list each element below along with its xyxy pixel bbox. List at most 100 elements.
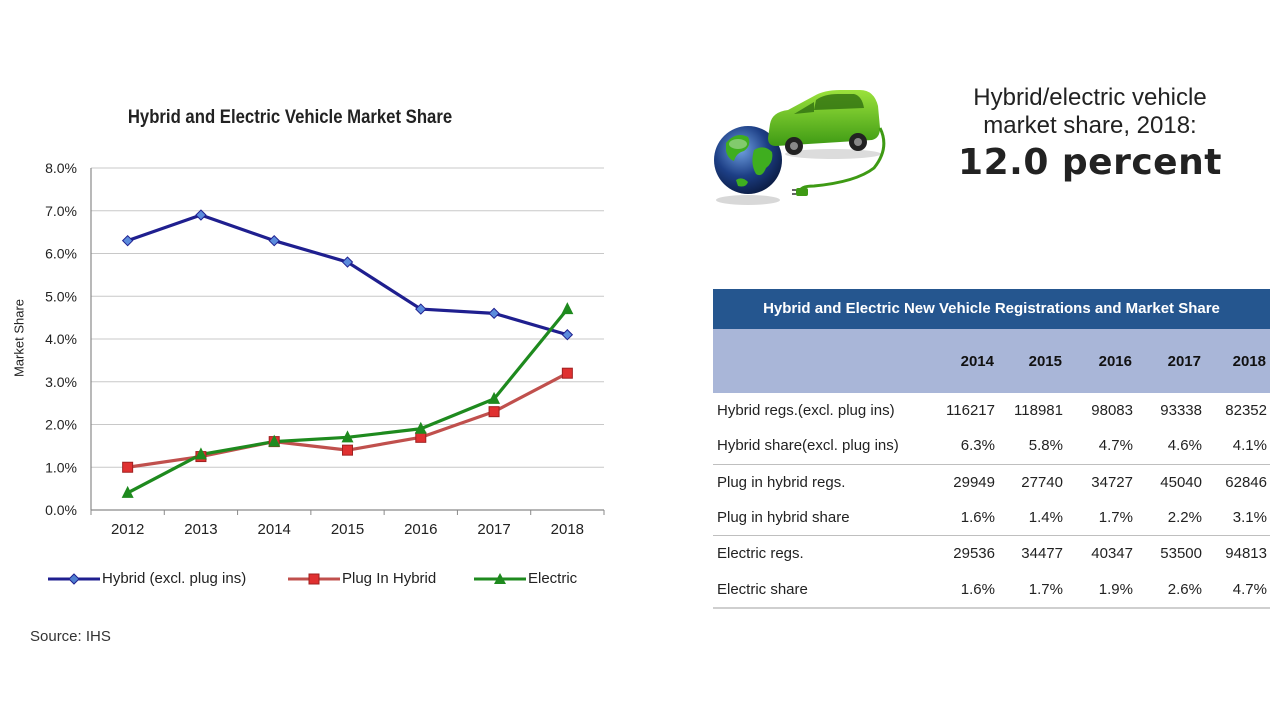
table-cell: 94813 (1225, 545, 1267, 563)
legend-item-plugin: Plug In Hybrid (288, 570, 436, 587)
data-point-electric (561, 302, 574, 315)
data-point-electric (488, 391, 501, 404)
table-cell: 2.2% (1136, 499, 1205, 537)
header-cell: 2015 (1028, 352, 1062, 370)
x-tick-label: 2013 (184, 521, 217, 538)
data-point-plugin (415, 431, 427, 443)
table-cell: 34477 (1021, 545, 1063, 563)
legend-swatch-hybrid (48, 572, 100, 585)
chart-legend: Hybrid (excl. plug ins) Plug In Hybrid E… (40, 570, 600, 594)
y-tick-label: 7.0% (45, 203, 77, 219)
header-cell: 2017 (1167, 352, 1201, 370)
data-point-hybrid (341, 256, 354, 268)
data-point-hybrid (268, 234, 280, 247)
registrations-table: Hybrid and Electric New Vehicle Registra… (713, 289, 1270, 609)
table-cell: 4.1% (1205, 428, 1270, 465)
data-point-hybrid (121, 234, 134, 247)
table-row: Electric regs. 29536 34477 40347 53500 9… (713, 536, 1270, 572)
row-label: Plug in hybrid regs. (717, 473, 846, 491)
table-row: Hybrid share(excl. plug ins) 6.3% 5.8% 4… (713, 428, 1270, 465)
table-cell: 29536 (953, 545, 995, 563)
table-cell: 34727 (1091, 473, 1133, 491)
data-point-electric (341, 430, 354, 443)
data-point-plugin (561, 367, 573, 379)
y-tick-label: 8.0% (45, 160, 77, 176)
headline-line1: Hybrid/electric vehicle (973, 84, 1207, 111)
table-cell: 116217 (946, 402, 995, 420)
table-cell: 45040 (1160, 473, 1202, 491)
table-cell: 4.7% (1066, 428, 1136, 465)
chart-source: Source: IHS (30, 628, 111, 645)
series-line-electric (126, 308, 569, 495)
y-tick-label: 1.0% (45, 459, 77, 475)
y-tick-label: 5.0% (45, 288, 77, 304)
chart-title: Hybrid and Electric Vehicle Market Share (127, 107, 453, 128)
legend-item-electric: Electric (474, 570, 577, 587)
table-cell: 118981 (1014, 402, 1063, 420)
table-cell: 53500 (1160, 545, 1202, 563)
header-cell: 2016 (1098, 352, 1132, 370)
series-line-hybrid (127, 213, 568, 337)
data-point-hybrid (488, 307, 500, 320)
data-point-electric (268, 434, 281, 447)
table-cell: 1.9% (1066, 571, 1136, 609)
data-point-hybrid (561, 329, 574, 341)
data-table: 2014 2015 2016 2017 2018 Hybrid regs.(ex… (713, 329, 1270, 609)
x-tick-label: 2017 (477, 521, 510, 538)
data-point-plugin (342, 444, 353, 456)
data-point-electric (414, 421, 427, 434)
table-cell: 1.6% (923, 571, 998, 609)
table-cell: 27740 (1021, 473, 1063, 491)
data-point-hybrid (415, 303, 427, 315)
table-cell: 6.3% (923, 428, 998, 465)
legend-item-hybrid: Hybrid (excl. plug ins) (48, 570, 246, 587)
legend-label-electric: Electric (528, 570, 578, 587)
table-cell: 62846 (1225, 473, 1267, 491)
legend-swatch-electric (474, 572, 526, 584)
data-point-hybrid (195, 209, 207, 221)
header-cell: 2014 (960, 352, 994, 370)
table-cell: 5.8% (998, 428, 1066, 465)
y-tick-label: 6.0% (45, 246, 77, 262)
x-tick-label: 2012 (111, 521, 144, 538)
table-cell: 1.6% (923, 499, 998, 537)
table-cell: 98083 (1091, 402, 1133, 420)
y-tick-label: 2.0% (45, 417, 77, 433)
headline-line2: market share, 2018: (983, 112, 1197, 139)
table-row: Electric share 1.6% 1.7% 1.9% 2.6% 4.7% (713, 571, 1270, 609)
data-point-electric (121, 485, 134, 498)
header-cell (713, 329, 923, 393)
x-tick-label: 2018 (551, 521, 584, 538)
row-label: Electric share (713, 571, 923, 609)
table-cell: 3.1% (1205, 499, 1270, 537)
table-cell: 1.7% (1066, 499, 1136, 537)
x-tick-label: 2014 (258, 521, 291, 538)
y-tick-label: 4.0% (45, 331, 77, 347)
y-tick-label: 3.0% (45, 374, 77, 390)
x-tick-label: 2015 (331, 521, 364, 538)
table-cell: 4.7% (1205, 571, 1270, 609)
legend-label-hybrid: Hybrid (excl. plug ins) (102, 570, 247, 587)
data-point-plugin (122, 461, 134, 473)
legend-swatch-plugin (288, 573, 340, 584)
table-header-row: 2014 2015 2016 2017 2018 (713, 329, 1270, 393)
y-tick-label: 0.0% (45, 502, 77, 518)
x-tick-label: 2016 (404, 521, 437, 538)
table-cell: 2.6% (1136, 571, 1205, 609)
row-label: Hybrid share(excl. plug ins) (713, 428, 923, 465)
table-cell: 29949 (953, 473, 995, 491)
table-cell: 1.4% (998, 499, 1066, 537)
row-label: Electric regs. (717, 545, 804, 563)
table-row: Hybrid regs.(excl. plug ins) 116217 1189… (713, 393, 1270, 428)
table-cell: 4.6% (1136, 428, 1205, 465)
table-cell: 40347 (1091, 545, 1133, 563)
row-label: Plug in hybrid share (713, 499, 923, 537)
table-row: Plug in hybrid share 1.6% 1.4% 1.7% 2.2%… (713, 499, 1270, 537)
table-cell: 93338 (1160, 402, 1202, 420)
table-row: Plug in hybrid regs. 29949 27740 34727 4… (713, 464, 1270, 500)
header-cell: 2018 (1232, 352, 1266, 370)
headline-big-number: 12.0 percent (958, 142, 1222, 183)
headline: Hybrid/electric vehicle market share, 20… (940, 84, 1240, 186)
legend-label-plugin: Plug In Hybrid (342, 570, 437, 587)
line-chart: 0.0% 1.0% 2.0% 3.0% 4.0% 5.0% 6.0% 7.0% 8.0% 2012… (45, 160, 605, 538)
